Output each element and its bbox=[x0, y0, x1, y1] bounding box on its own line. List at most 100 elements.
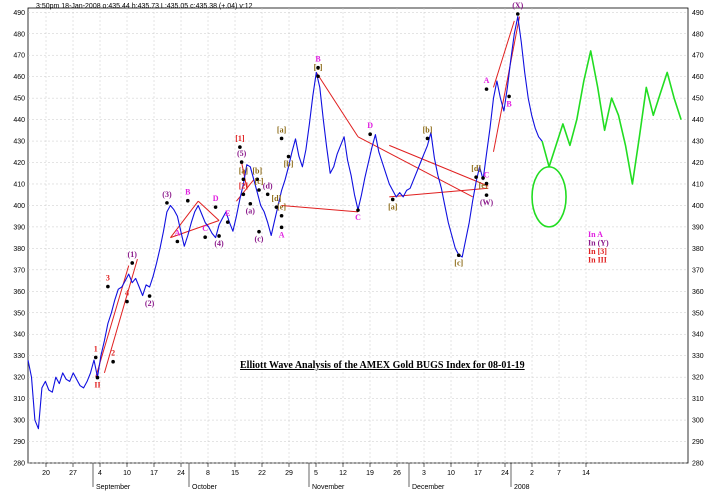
wave-label: A bbox=[279, 230, 285, 239]
y-tick-label-left: 440 bbox=[13, 117, 25, 124]
wave-point bbox=[130, 261, 135, 265]
wave-label: E bbox=[225, 209, 230, 218]
wave-label: [d] bbox=[271, 194, 281, 203]
target-circle bbox=[531, 166, 567, 228]
wave-point bbox=[279, 136, 284, 141]
wave-label: (a) bbox=[246, 207, 256, 216]
trendline bbox=[170, 200, 199, 238]
wave-label: [b] bbox=[423, 125, 433, 134]
x-tick-label: 3 bbox=[422, 470, 426, 477]
wave-point bbox=[481, 176, 485, 180]
y-tick-label-right: 310 bbox=[692, 396, 704, 403]
x-tick-label: 8 bbox=[206, 470, 210, 477]
wave-point bbox=[241, 177, 246, 182]
wave-label: [a] bbox=[388, 202, 398, 211]
wave-point bbox=[147, 294, 152, 298]
wave-point bbox=[474, 175, 478, 179]
month-label: 2008 bbox=[514, 484, 530, 491]
wave-label: (3) bbox=[162, 190, 172, 199]
wave-point bbox=[239, 160, 244, 164]
wave-point bbox=[95, 375, 100, 380]
wave-label: 2 bbox=[111, 349, 115, 358]
y-tick-label-left: 390 bbox=[13, 224, 25, 231]
x-tick-label: 22 bbox=[258, 470, 266, 477]
wave-label: B bbox=[506, 99, 512, 108]
x-tick-label: 5 bbox=[314, 470, 318, 477]
x-tick-label: 15 bbox=[231, 470, 239, 477]
x-tick-label: 2 bbox=[530, 470, 534, 477]
wave-point bbox=[248, 201, 253, 206]
x-tick-label: 26 bbox=[393, 470, 401, 477]
wave-label: [b] bbox=[252, 166, 262, 175]
wave-point bbox=[203, 235, 207, 240]
y-tick-label-left: 380 bbox=[13, 246, 25, 253]
wave-label: [c] bbox=[454, 258, 463, 267]
y-tick-label-right: 350 bbox=[692, 310, 704, 317]
y-tick-label-right: 430 bbox=[692, 139, 704, 146]
wave-point bbox=[217, 234, 221, 238]
y-tick-label-left: 320 bbox=[13, 375, 25, 382]
x-tick-label: 24 bbox=[501, 470, 509, 477]
y-tick-label-right: 300 bbox=[692, 418, 704, 425]
chart-title: Elliott Wave Analysis of the AMEX Gold B… bbox=[240, 360, 525, 371]
wave-label: (d) bbox=[263, 181, 273, 190]
wave-point bbox=[484, 181, 489, 186]
trendline bbox=[492, 20, 515, 88]
wave-point bbox=[456, 253, 461, 258]
wave-point bbox=[238, 145, 242, 149]
y-tick-label-left: 290 bbox=[13, 439, 25, 446]
y-tick-label-right: 450 bbox=[692, 96, 704, 103]
month-label: October bbox=[192, 484, 218, 491]
y-tick-label-right: 340 bbox=[692, 332, 704, 339]
wave-point bbox=[93, 355, 98, 360]
y-tick-label-left: 300 bbox=[13, 418, 25, 425]
trendlines bbox=[95, 16, 521, 378]
month-label: December bbox=[412, 484, 445, 491]
wave-point bbox=[257, 229, 261, 234]
trendline bbox=[236, 179, 255, 202]
wave-label: [b] bbox=[284, 160, 294, 169]
wave-label: C bbox=[202, 224, 208, 233]
x-tick-label: 4 bbox=[98, 470, 102, 477]
trendline bbox=[197, 200, 220, 221]
wave-point bbox=[274, 205, 279, 209]
y-tick-label-right: 460 bbox=[692, 74, 704, 81]
projection-label: In (Y) bbox=[588, 239, 609, 248]
wave-label: C bbox=[484, 171, 490, 180]
wave-point bbox=[279, 225, 284, 230]
y-tick-label-left: 410 bbox=[13, 181, 25, 188]
wave-label: D bbox=[367, 121, 373, 130]
y-tick-label-right: 370 bbox=[692, 267, 704, 274]
y-tick-label-right: 320 bbox=[692, 375, 704, 382]
wave-label: [a] bbox=[277, 125, 287, 134]
wave-point bbox=[484, 193, 489, 197]
y-tick-label-right: 410 bbox=[692, 181, 704, 188]
plot-frame bbox=[27, 7, 689, 464]
wave-label: (2) bbox=[145, 299, 155, 308]
y-tick-label-right: 330 bbox=[692, 353, 704, 360]
wave-label: 4 bbox=[125, 289, 129, 298]
wave-point bbox=[213, 205, 218, 209]
y-tick-label-left: 340 bbox=[13, 332, 25, 339]
month-label: November bbox=[312, 484, 345, 491]
wave-point bbox=[515, 12, 520, 16]
x-tick-label: 14 bbox=[582, 470, 590, 477]
projection-line bbox=[541, 50, 682, 185]
y-tick-label-right: 400 bbox=[692, 203, 704, 210]
wave-label: A bbox=[174, 229, 180, 238]
y-tick-label-left: 330 bbox=[13, 353, 25, 360]
wave-point bbox=[390, 197, 395, 202]
y-tick-label-left: 480 bbox=[13, 31, 25, 38]
y-tick-label-left: 400 bbox=[13, 203, 25, 210]
wave-label: B bbox=[185, 188, 191, 197]
x-tick-label: 17 bbox=[474, 470, 482, 477]
grid-lines bbox=[27, 7, 689, 464]
y-tick-label-left: 370 bbox=[13, 267, 25, 274]
wave-point bbox=[257, 188, 261, 192]
wave-point bbox=[111, 359, 115, 364]
month-label: September bbox=[96, 484, 131, 491]
trendline bbox=[492, 16, 521, 152]
wave-point bbox=[507, 94, 511, 99]
x-tick-label: 19 bbox=[366, 470, 374, 477]
